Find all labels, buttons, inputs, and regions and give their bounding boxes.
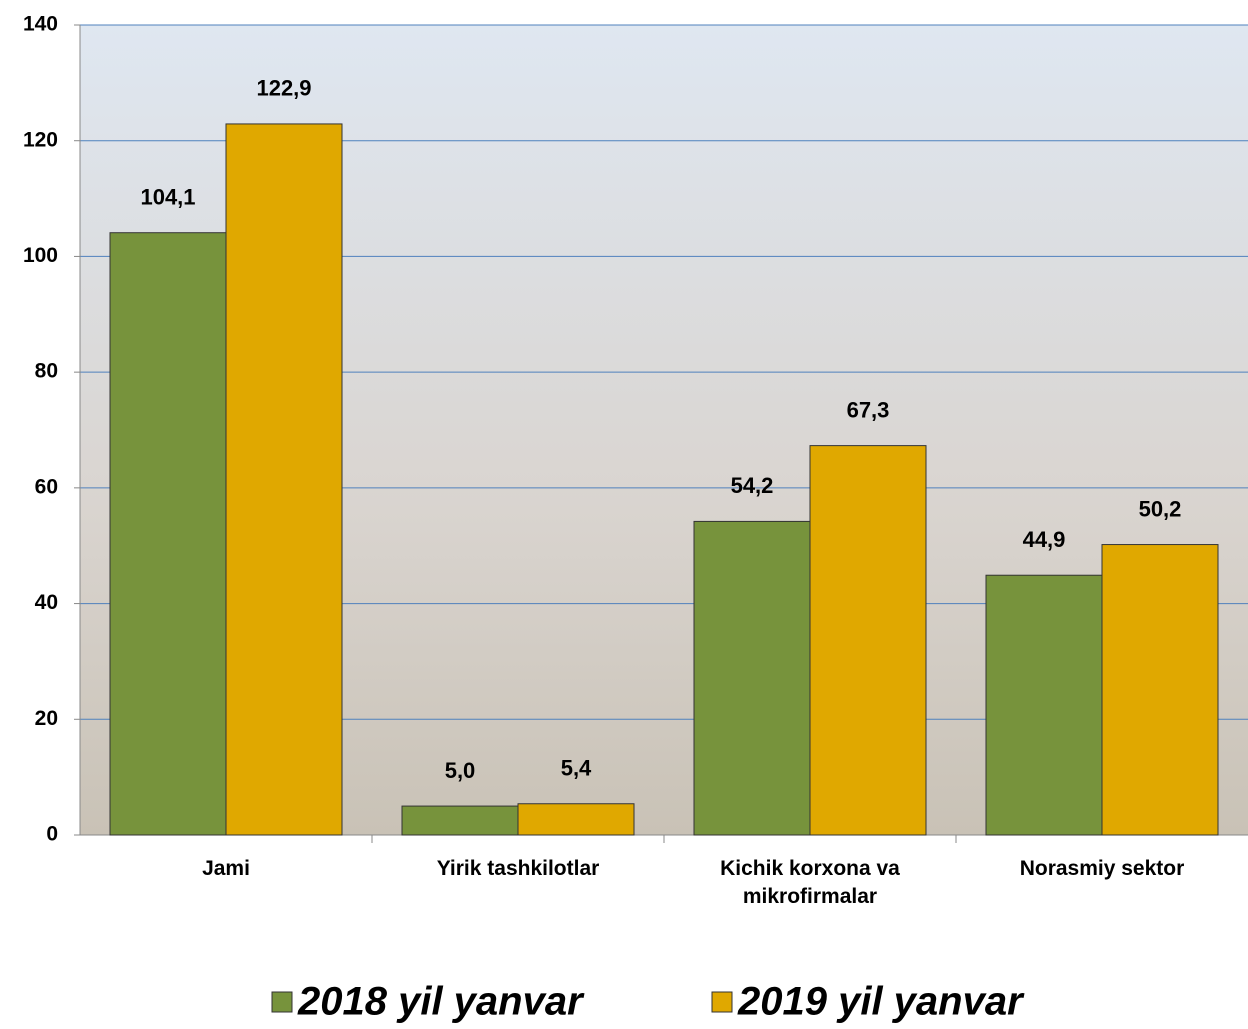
bar [226, 124, 342, 835]
data-label: 67,3 [847, 397, 890, 422]
bar [110, 233, 226, 835]
data-label: 104,1 [140, 185, 195, 210]
legend-swatch [712, 992, 732, 1012]
bar [810, 446, 926, 835]
bar [1102, 545, 1218, 835]
bar [402, 806, 518, 835]
y-tick-label: 40 [35, 591, 58, 614]
legend-label: 2018 yil yanvar [297, 980, 585, 1024]
bar [518, 804, 634, 835]
data-label: 5,4 [561, 756, 592, 781]
chart: 0 20 40 60 80 100 120 140 104,1 122,9 5,0 5,4 54,2 67… [0, 0, 1248, 1029]
y-tick-label: 140 [23, 13, 58, 36]
data-label: 122,9 [256, 76, 311, 101]
bar [694, 521, 810, 835]
data-label: 54,2 [731, 473, 774, 498]
y-tick-label: 20 [35, 707, 58, 730]
legend-swatch [272, 992, 292, 1012]
y-tick-label: 120 [23, 128, 58, 151]
x-tick-label: Norasmiy sektor [972, 855, 1232, 883]
bar [986, 575, 1102, 835]
data-label: 44,9 [1023, 527, 1066, 552]
x-tick-label: Kichik korxona va mikrofirmalar [680, 855, 940, 911]
legend-label: 2019 yil yanvar [737, 980, 1025, 1024]
y-tick-label: 0 [46, 823, 58, 846]
data-label: 5,0 [445, 758, 476, 783]
x-tick-label: Yirik tashkilotlar [388, 855, 648, 883]
y-tick-label: 80 [35, 360, 58, 383]
data-label: 50,2 [1139, 496, 1182, 521]
y-tick-label: 100 [23, 244, 58, 267]
x-tick-label: Jami [96, 855, 356, 883]
y-tick-label: 60 [35, 475, 58, 498]
